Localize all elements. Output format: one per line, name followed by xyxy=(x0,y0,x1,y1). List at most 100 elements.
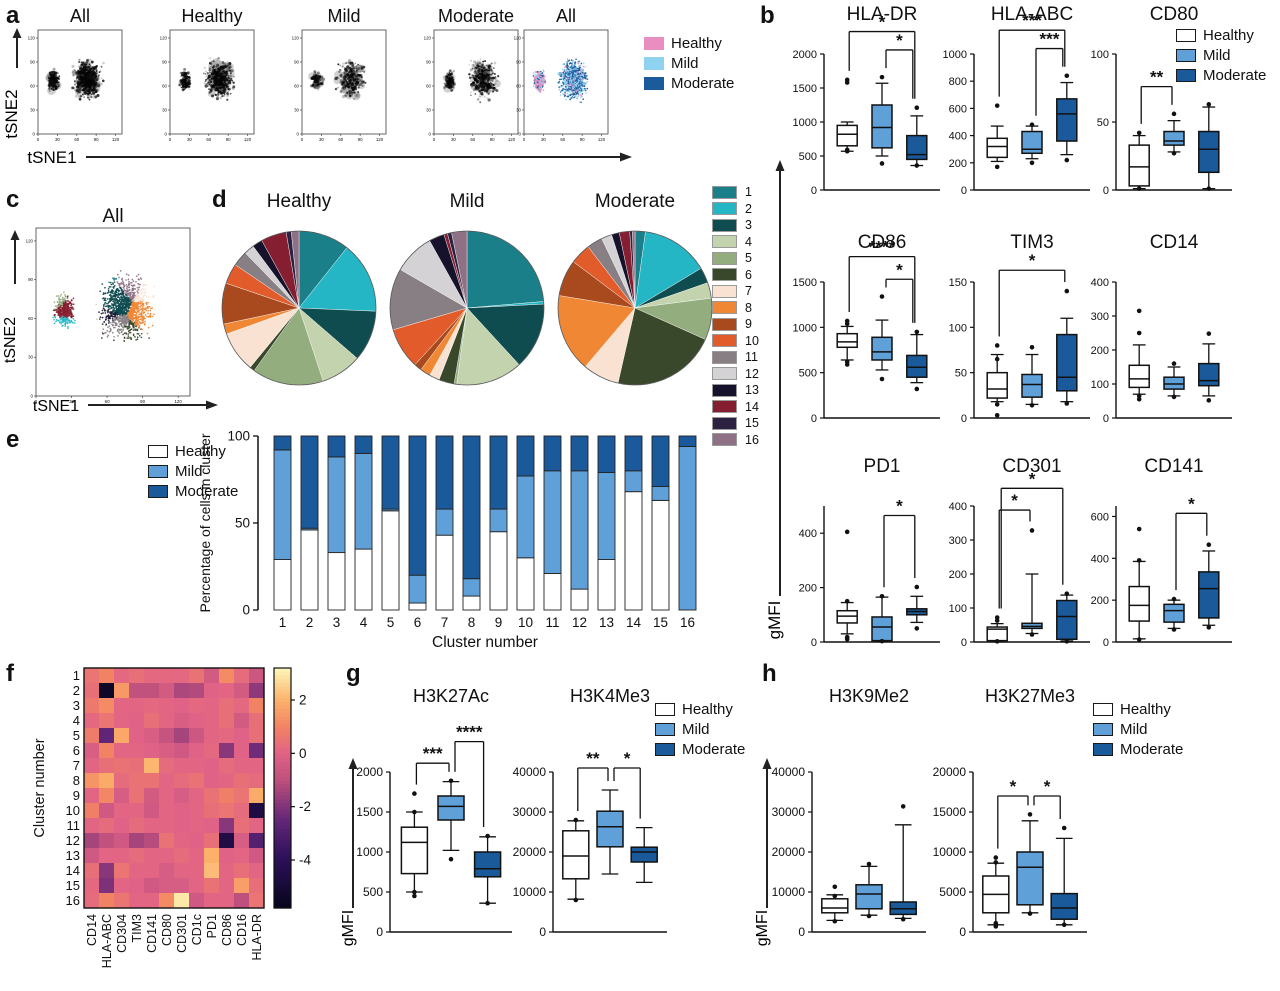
heatmap-cell xyxy=(129,683,144,698)
svg-text:0: 0 xyxy=(35,399,38,404)
heatmap-cell xyxy=(204,728,219,743)
cluster-label: 1 xyxy=(745,185,752,199)
cluster-legend-item-14: 14 xyxy=(712,399,759,415)
box-healthy xyxy=(1128,585,1150,622)
svg-text:1000: 1000 xyxy=(793,322,817,334)
heatmap-cell xyxy=(144,818,159,833)
heatmap-cell xyxy=(84,728,99,743)
up-arrow-icon xyxy=(10,230,20,240)
heatmap-cell xyxy=(159,818,174,833)
heatmap-cell xyxy=(144,683,159,698)
boxplot-cd80: CD80 0 50 100 ** xyxy=(1080,0,1238,217)
legend-label: Moderate xyxy=(671,74,735,92)
boxplot-cd301: CD301 0 100 200 300 400 * * xyxy=(938,452,1096,669)
bar-segment-mild-cluster-7 xyxy=(435,508,454,536)
heatmap-cell xyxy=(129,893,144,908)
heatmap-cell xyxy=(189,698,204,713)
cluster-legend-item-4: 4 xyxy=(712,234,759,250)
svg-text:30: 30 xyxy=(426,108,431,113)
heatmap-cell xyxy=(159,893,174,908)
heatmap-cell xyxy=(219,698,234,713)
heatmap-cell xyxy=(114,893,129,908)
legend-item-healthy: Healthy xyxy=(148,442,238,460)
heatmap-cell xyxy=(234,788,249,803)
svg-text:CD141: CD141 xyxy=(1144,456,1203,477)
heatmap-cell xyxy=(144,788,159,803)
svg-text:30: 30 xyxy=(55,137,60,142)
heatmap-cell xyxy=(99,893,114,908)
heatmap-cell xyxy=(144,803,159,818)
svg-text:CD301: CD301 xyxy=(1002,456,1061,477)
svg-text:90: 90 xyxy=(30,60,35,65)
boxplot-h3k27ac: H3K27Ac 0 500 1000 1500 2000 *** **** xyxy=(350,682,518,959)
heatmap-cell xyxy=(99,833,114,848)
svg-text:Healthy: Healthy xyxy=(181,6,242,26)
cluster-legend-item-5: 5 xyxy=(712,250,759,266)
heatmap-cell xyxy=(129,878,144,893)
svg-text:0: 0 xyxy=(433,137,436,142)
marker-heatmap: Cluster number 1 2 3 4 5 6 7 8 9 10 11 12 13 14 15 16 CD1… xyxy=(18,656,340,991)
box-mild xyxy=(1163,603,1185,623)
heatmap-cell xyxy=(234,743,249,758)
svg-text:30: 30 xyxy=(451,137,456,142)
svg-text:300: 300 xyxy=(949,535,967,547)
heatmap-cell xyxy=(114,743,129,758)
up-arrow-icon xyxy=(348,758,358,769)
cluster-label: 3 xyxy=(745,218,752,232)
svg-text:0: 0 xyxy=(33,132,36,137)
svg-text:0: 0 xyxy=(1103,637,1109,649)
heatmap-cell xyxy=(249,773,264,788)
bar-segment-healthy-cluster-12 xyxy=(570,588,589,611)
heatmap-cell xyxy=(249,698,264,713)
cluster-swatch xyxy=(712,383,737,397)
heatmap-cell xyxy=(174,668,189,683)
legend-item-moderate: Moderate xyxy=(644,74,734,92)
svg-text:30: 30 xyxy=(69,399,74,404)
svg-text:*: * xyxy=(1029,469,1036,488)
heatmap-cell xyxy=(234,698,249,713)
cluster-legend-item-16: 16 xyxy=(712,432,759,448)
heatmap-cell xyxy=(159,863,174,878)
heatmap-cell xyxy=(219,683,234,698)
pie-healthy-svg: Healthy xyxy=(221,191,377,386)
bar-segment-mild-cluster-12 xyxy=(570,470,589,590)
box-moderate xyxy=(1050,892,1078,920)
svg-text:400: 400 xyxy=(1091,553,1109,565)
svg-text:60: 60 xyxy=(74,137,79,142)
heatmap-cell xyxy=(204,848,219,863)
svg-text:60: 60 xyxy=(426,84,431,89)
boxplot-cd141-svg: CD141 0 200 400 600 * xyxy=(1091,456,1232,649)
svg-text:120: 120 xyxy=(160,36,168,41)
heatmap-cell xyxy=(144,848,159,863)
legend-swatch xyxy=(1176,48,1196,62)
box-mild xyxy=(1021,130,1043,155)
heatmap-cell xyxy=(204,803,219,818)
pie-moderate-svg: Moderate xyxy=(557,191,713,386)
heatmap-cell xyxy=(144,863,159,878)
heatmap-cell xyxy=(84,848,99,863)
panel-g-letter: g xyxy=(346,660,361,687)
heatmap-cell xyxy=(174,848,189,863)
heatmap-cell xyxy=(174,698,189,713)
heatmap-cell xyxy=(159,668,174,683)
bar-segment-moderate-cluster-10 xyxy=(516,435,535,477)
tsne-plot-mild: Mild 0 0 30 30 60 60 90 90 120 120 xyxy=(286,6,390,149)
cluster-swatch xyxy=(712,416,737,430)
legend-label: Moderate xyxy=(1120,740,1184,758)
svg-text:0: 0 xyxy=(811,185,817,197)
bar-segment-mild-cluster-1 xyxy=(273,449,292,560)
svg-text:30: 30 xyxy=(28,355,33,360)
heatmap-cell xyxy=(219,893,234,908)
heatmap-cell xyxy=(234,848,249,863)
heatmap-cell xyxy=(99,773,114,788)
svg-text:2000: 2000 xyxy=(793,49,817,61)
cluster-label: 13 xyxy=(745,383,759,397)
cluster-label: 10 xyxy=(745,333,759,348)
svg-text:100: 100 xyxy=(1091,379,1109,391)
svg-text:90: 90 xyxy=(226,137,231,142)
heatmap-cell xyxy=(249,833,264,848)
heatmap-cell xyxy=(189,893,204,908)
heatmap-cell xyxy=(129,818,144,833)
heatmap-cell xyxy=(249,788,264,803)
svg-text:600: 600 xyxy=(949,103,967,115)
